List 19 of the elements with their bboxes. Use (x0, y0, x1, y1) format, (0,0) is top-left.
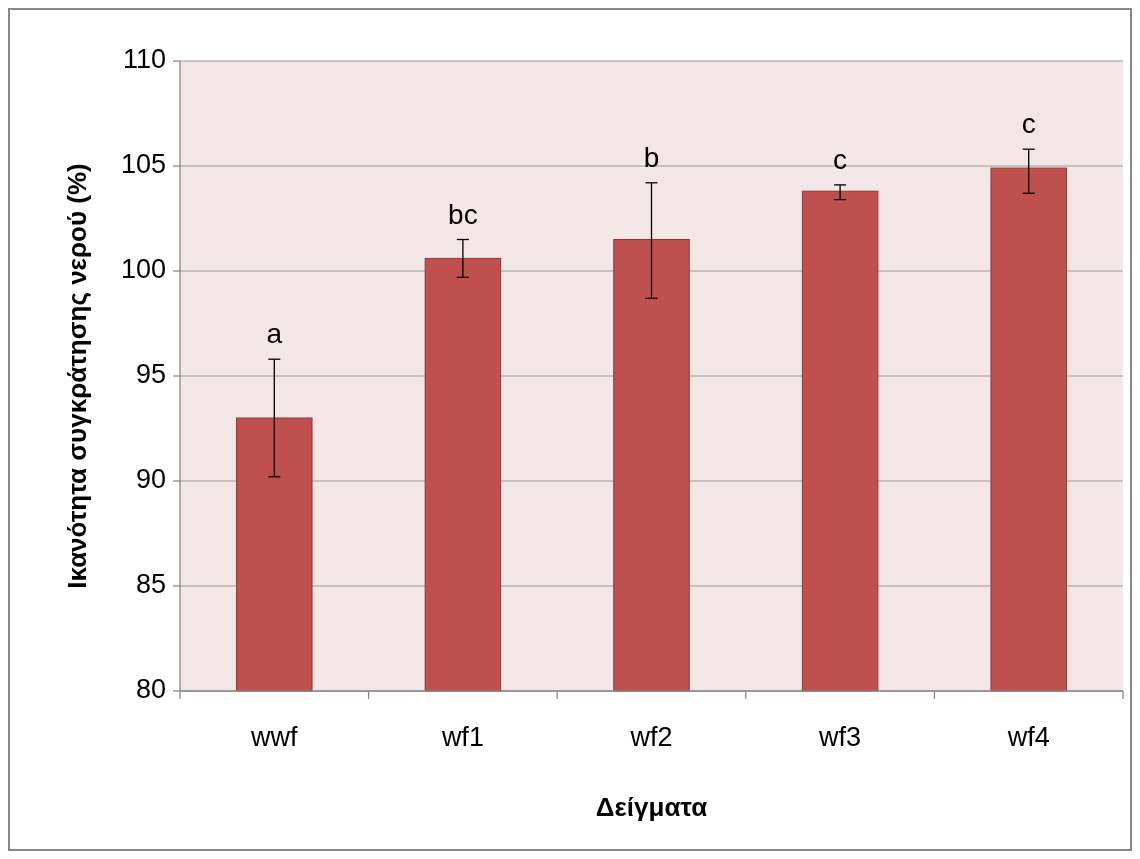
annotation: b (643, 141, 660, 173)
x-axis-title: Δείγματα (595, 792, 708, 822)
y-tick-label: 85 (135, 569, 166, 600)
annotation: a (266, 318, 283, 350)
x-tick-label: wf3 (818, 722, 862, 752)
annotation: c (833, 143, 848, 175)
annotation: bc (448, 198, 478, 230)
x-tick-label: wf1 (440, 722, 484, 752)
x-tick-label: wwf (250, 722, 299, 752)
y-tick-label: 105 (120, 149, 166, 180)
y-tick-label: 90 (135, 464, 166, 495)
annotation: c (1021, 108, 1036, 140)
y-tick-label: 100 (120, 254, 166, 285)
y-tick-label: 95 (135, 359, 166, 390)
y-axis-title: Ικανότητα συγκράτησης νερού (%) (62, 163, 92, 589)
y-tick-label: 110 (122, 44, 166, 75)
x-tick-label: wf2 (629, 722, 673, 752)
x-tick-label: wf4 (1006, 722, 1050, 752)
y-tick-label: 80 (135, 674, 166, 705)
